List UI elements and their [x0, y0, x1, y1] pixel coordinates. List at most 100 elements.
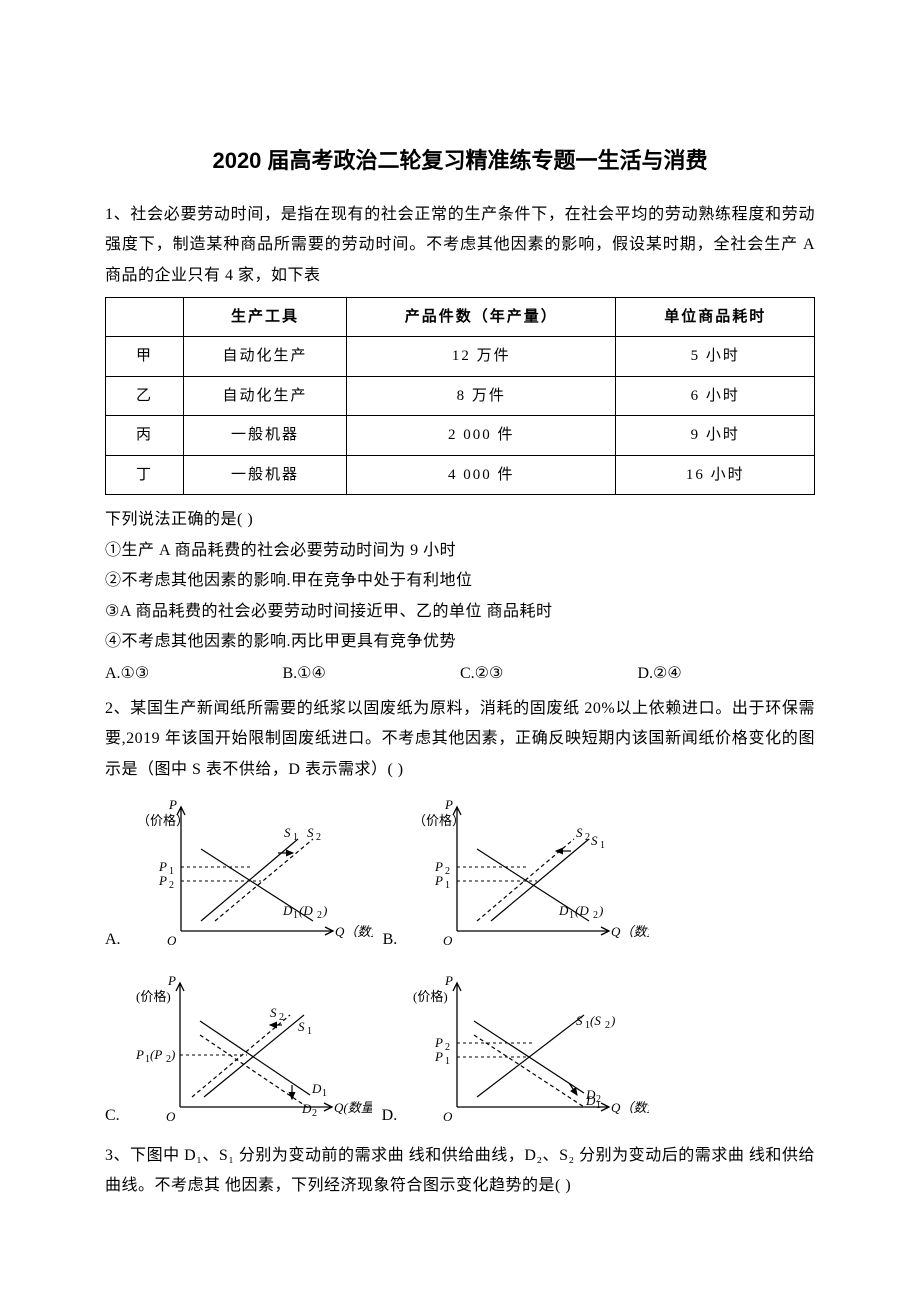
th-1: 生产工具: [183, 297, 346, 337]
th-3: 单位商品耗时: [616, 297, 815, 337]
svg-text:(S: (S: [590, 1013, 601, 1028]
svg-text:D: D: [585, 1093, 596, 1108]
table-header-row: 生产工具 产品件数（年产量） 单位商品耗时: [106, 297, 815, 337]
svg-text:S: S: [298, 1019, 305, 1034]
svg-text:D: D: [301, 1101, 312, 1116]
table-row: 丁 一般机器 4 000 件 16 小时: [106, 455, 815, 495]
document-title: 2020 届高考政治二轮复习精准练专题一生活与消费: [105, 140, 815, 182]
svg-text:2: 2: [279, 1012, 284, 1023]
svg-text:2: 2: [445, 1042, 450, 1053]
svg-text:S: S: [576, 1013, 583, 1028]
svg-text:S: S: [307, 825, 314, 840]
q2-charts-row1: A. P（价格）OQ（数量）P1P2S1S2D1(D2) B. P（价格）OQ（…: [105, 789, 815, 959]
option-a: A.①③: [105, 659, 283, 689]
svg-text:1: 1: [600, 840, 605, 851]
cell: 自动化生产: [183, 337, 346, 377]
table-row: 丙 一般机器 2 000 件 9 小时: [106, 416, 815, 456]
svg-text:O: O: [443, 1109, 453, 1124]
supply-demand-chart-d: P(价格)OQ（数量）P2P1S1(S2)D2D1: [409, 965, 649, 1135]
svg-text:): ): [170, 1047, 175, 1062]
cell: 丁: [106, 455, 184, 495]
svg-text:S: S: [284, 825, 291, 840]
svg-text:O: O: [166, 1109, 176, 1124]
chart-label-b: B.: [383, 925, 398, 955]
svg-text:P: P: [434, 1049, 443, 1064]
cell: 一般机器: [183, 455, 346, 495]
svg-text:（价格）: （价格）: [137, 813, 189, 828]
svg-text:(价格): (价格): [413, 989, 448, 1004]
cell: 8 万件: [347, 376, 616, 416]
svg-text:1: 1: [169, 866, 174, 877]
th-2: 产品件数（年产量）: [347, 297, 616, 337]
svg-text:Q(数量): Q(数量): [334, 1100, 372, 1115]
cell: 乙: [106, 376, 184, 416]
cell: 6 小时: [616, 376, 815, 416]
cell: 5 小时: [616, 337, 815, 377]
svg-text:1: 1: [569, 910, 574, 921]
svg-text:1: 1: [322, 1088, 327, 1099]
svg-text:S: S: [576, 825, 583, 840]
svg-text:2: 2: [445, 866, 450, 877]
option-d: D.②④: [638, 659, 816, 689]
cell: 2 000 件: [347, 416, 616, 456]
svg-text:（价格）: （价格）: [413, 813, 465, 828]
cell: 9 小时: [616, 416, 815, 456]
svg-text:(P: (P: [150, 1047, 162, 1062]
svg-text:S: S: [270, 1005, 277, 1020]
svg-text:Q（数量）: Q（数量）: [611, 924, 649, 939]
svg-text:D: D: [282, 903, 293, 918]
th-0: [106, 297, 184, 337]
svg-text:P: P: [158, 873, 167, 888]
cell: 自动化生产: [183, 376, 346, 416]
svg-text:P: P: [444, 797, 453, 812]
svg-text:D: D: [558, 903, 569, 918]
q2-charts-row2: C. P(价格)OQ(数量)P1(P2)S2S1D1D2 D. P(价格)OQ（…: [105, 965, 815, 1135]
supply-demand-chart-b: P（价格）OQ（数量）P2P1S2S1D1(D2): [409, 789, 649, 959]
q1-table: 生产工具 产品件数（年产量） 单位商品耗时 甲 自动化生产 12 万件 5 小时…: [105, 297, 815, 496]
table-row: 甲 自动化生产 12 万件 5 小时: [106, 337, 815, 377]
svg-text:P: P: [168, 797, 177, 812]
svg-text:D: D: [311, 1081, 322, 1096]
q1-s3: ③A 商品耗费的社会必要劳动时间接近甲、乙的单位 商品耗时: [105, 597, 815, 627]
svg-text:O: O: [167, 933, 177, 948]
svg-text:): ): [598, 903, 603, 918]
q1-intro: 1、社会必要劳动时间，是指在现有的社会正常的生产条件下，在社会平均的劳动熟练程度…: [105, 200, 815, 291]
svg-text:P: P: [135, 1047, 144, 1062]
svg-text:(D: (D: [575, 903, 589, 918]
svg-text:): ): [322, 903, 327, 918]
cell: 丙: [106, 416, 184, 456]
q2-intro: 2、某国生产新闻纸所需要的纸浆以固废纸为原料，消耗的固废纸 20%以上依赖进口。…: [105, 694, 815, 785]
supply-demand-chart-c: P(价格)OQ(数量)P1(P2)S2S1D1D2: [132, 965, 372, 1135]
chart-label-a: A.: [105, 925, 121, 955]
cell: 16 小时: [616, 455, 815, 495]
svg-text:(价格): (价格): [136, 989, 171, 1004]
svg-text:P: P: [434, 859, 443, 874]
svg-text:1: 1: [307, 1026, 312, 1037]
option-c: C.②③: [460, 659, 638, 689]
svg-text:2: 2: [605, 1020, 610, 1031]
svg-text:2: 2: [585, 832, 590, 843]
svg-text:P: P: [158, 859, 167, 874]
option-b: B.①④: [283, 659, 461, 689]
cell: 一般机器: [183, 416, 346, 456]
cell: 12 万件: [347, 337, 616, 377]
svg-text:1: 1: [596, 1100, 601, 1111]
chart-label-c: C.: [105, 1101, 120, 1131]
table-row: 乙 自动化生产 8 万件 6 小时: [106, 376, 815, 416]
svg-text:1: 1: [445, 880, 450, 891]
svg-text:2: 2: [316, 832, 321, 843]
chart-label-d: D.: [382, 1101, 398, 1131]
q1-stem: 下列说法正确的是( ): [105, 505, 815, 535]
svg-text:Q（数量）: Q（数量）: [611, 1100, 649, 1115]
svg-text:2: 2: [593, 910, 598, 921]
q1-s2: ②不考虑其他因素的影响.甲在竞争中处于有利地位: [105, 566, 815, 596]
svg-text:P: P: [434, 873, 443, 888]
svg-text:P: P: [167, 973, 176, 988]
svg-text:1: 1: [445, 1056, 450, 1067]
svg-text:2: 2: [317, 910, 322, 921]
svg-text:Q（数量）: Q（数量）: [335, 924, 373, 939]
svg-text:P: P: [434, 1035, 443, 1050]
cell: 甲: [106, 337, 184, 377]
svg-text:1: 1: [293, 910, 298, 921]
q1-s1: ①生产 A 商品耗费的社会必要劳动时间为 9 小时: [105, 536, 815, 566]
